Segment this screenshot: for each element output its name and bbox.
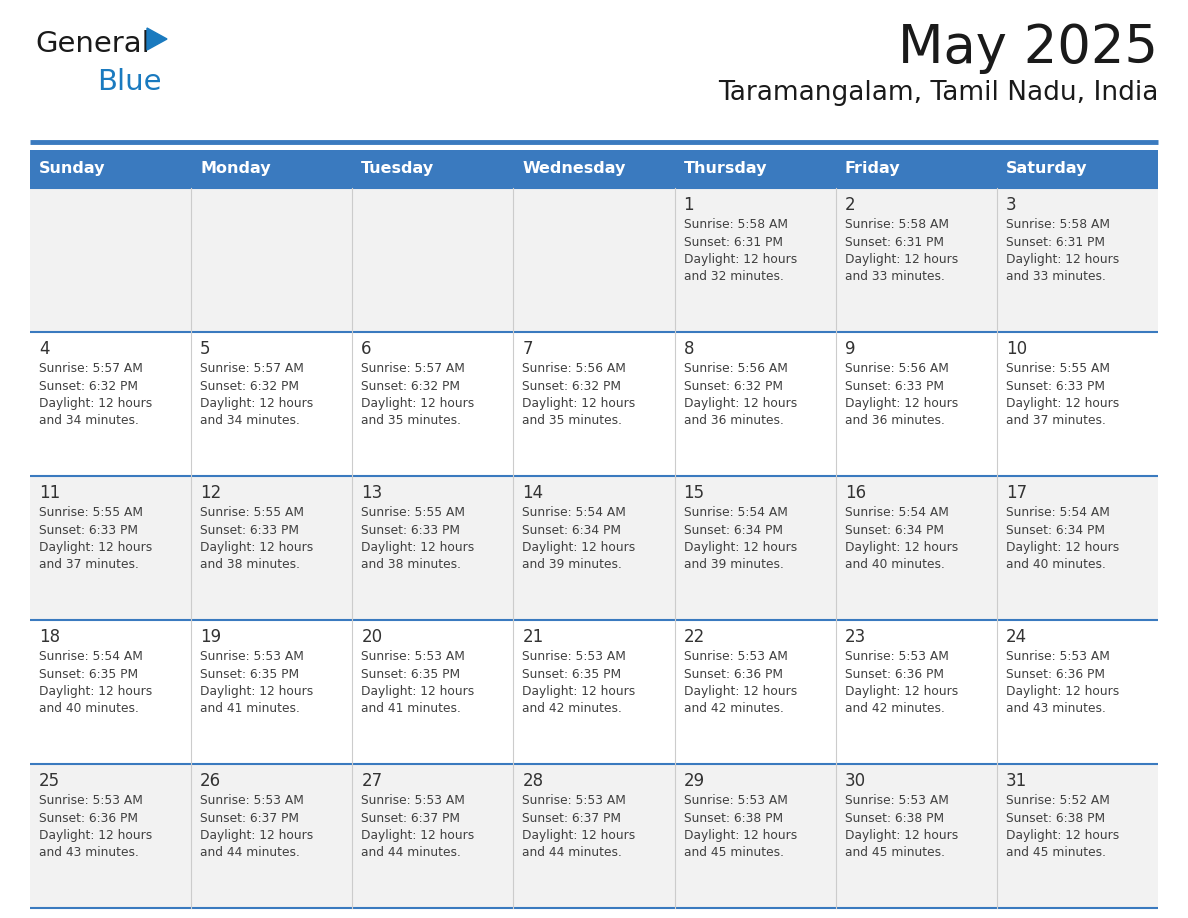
Text: Sunrise: 5:54 AM
Sunset: 6:35 PM
Daylight: 12 hours
and 40 minutes.: Sunrise: 5:54 AM Sunset: 6:35 PM Dayligh…	[39, 650, 152, 715]
Text: Sunrise: 5:53 AM
Sunset: 6:36 PM
Daylight: 12 hours
and 42 minutes.: Sunrise: 5:53 AM Sunset: 6:36 PM Dayligh…	[683, 650, 797, 715]
Bar	[30, 620, 1158, 764]
Text: Sunrise: 5:55 AM
Sunset: 6:33 PM
Daylight: 12 hours
and 38 minutes.: Sunrise: 5:55 AM Sunset: 6:33 PM Dayligh…	[200, 506, 314, 572]
Text: 2: 2	[845, 196, 855, 214]
Text: 18: 18	[39, 628, 61, 646]
Text: Sunrise: 5:56 AM
Sunset: 6:32 PM
Daylight: 12 hours
and 36 minutes.: Sunrise: 5:56 AM Sunset: 6:32 PM Dayligh…	[683, 362, 797, 428]
Text: Sunrise: 5:56 AM
Sunset: 6:33 PM
Daylight: 12 hours
and 36 minutes.: Sunrise: 5:56 AM Sunset: 6:33 PM Dayligh…	[845, 362, 958, 428]
Text: Sunrise: 5:58 AM
Sunset: 6:31 PM
Daylight: 12 hours
and 33 minutes.: Sunrise: 5:58 AM Sunset: 6:31 PM Dayligh…	[845, 218, 958, 284]
Bar	[353, 150, 513, 188]
Text: 8: 8	[683, 340, 694, 358]
Text: Sunrise: 5:53 AM
Sunset: 6:36 PM
Daylight: 12 hours
and 43 minutes.: Sunrise: 5:53 AM Sunset: 6:36 PM Dayligh…	[1006, 650, 1119, 715]
Text: Sunrise: 5:54 AM
Sunset: 6:34 PM
Daylight: 12 hours
and 39 minutes.: Sunrise: 5:54 AM Sunset: 6:34 PM Dayligh…	[523, 506, 636, 572]
Bar	[30, 188, 1158, 332]
Text: Friday: Friday	[845, 162, 901, 176]
Bar	[835, 150, 997, 188]
Text: 28: 28	[523, 772, 544, 790]
Text: Sunrise: 5:53 AM
Sunset: 6:38 PM
Daylight: 12 hours
and 45 minutes.: Sunrise: 5:53 AM Sunset: 6:38 PM Dayligh…	[683, 794, 797, 859]
Text: Sunrise: 5:54 AM
Sunset: 6:34 PM
Daylight: 12 hours
and 40 minutes.: Sunrise: 5:54 AM Sunset: 6:34 PM Dayligh…	[1006, 506, 1119, 572]
Text: Sunrise: 5:53 AM
Sunset: 6:38 PM
Daylight: 12 hours
and 45 minutes.: Sunrise: 5:53 AM Sunset: 6:38 PM Dayligh…	[845, 794, 958, 859]
Bar	[997, 150, 1158, 188]
Text: 12: 12	[200, 484, 221, 502]
Text: Sunrise: 5:54 AM
Sunset: 6:34 PM
Daylight: 12 hours
and 39 minutes.: Sunrise: 5:54 AM Sunset: 6:34 PM Dayligh…	[683, 506, 797, 572]
Polygon shape	[147, 28, 168, 50]
Text: 29: 29	[683, 772, 704, 790]
Bar	[30, 764, 1158, 908]
Text: Sunrise: 5:55 AM
Sunset: 6:33 PM
Daylight: 12 hours
and 37 minutes.: Sunrise: 5:55 AM Sunset: 6:33 PM Dayligh…	[1006, 362, 1119, 428]
Bar	[513, 150, 675, 188]
Text: 3: 3	[1006, 196, 1017, 214]
Text: Sunrise: 5:53 AM
Sunset: 6:37 PM
Daylight: 12 hours
and 44 minutes.: Sunrise: 5:53 AM Sunset: 6:37 PM Dayligh…	[200, 794, 314, 859]
Text: Saturday: Saturday	[1006, 162, 1087, 176]
Text: General: General	[34, 30, 150, 58]
Bar	[30, 150, 191, 188]
Text: 9: 9	[845, 340, 855, 358]
Text: 7: 7	[523, 340, 533, 358]
Text: 23: 23	[845, 628, 866, 646]
Text: 17: 17	[1006, 484, 1026, 502]
Text: Monday: Monday	[200, 162, 271, 176]
Text: 16: 16	[845, 484, 866, 502]
Text: Sunrise: 5:57 AM
Sunset: 6:32 PM
Daylight: 12 hours
and 35 minutes.: Sunrise: 5:57 AM Sunset: 6:32 PM Dayligh…	[361, 362, 474, 428]
Text: Sunrise: 5:57 AM
Sunset: 6:32 PM
Daylight: 12 hours
and 34 minutes.: Sunrise: 5:57 AM Sunset: 6:32 PM Dayligh…	[200, 362, 314, 428]
Bar	[30, 476, 1158, 620]
Text: Sunrise: 5:58 AM
Sunset: 6:31 PM
Daylight: 12 hours
and 33 minutes.: Sunrise: 5:58 AM Sunset: 6:31 PM Dayligh…	[1006, 218, 1119, 284]
Text: Sunrise: 5:53 AM
Sunset: 6:36 PM
Daylight: 12 hours
and 43 minutes.: Sunrise: 5:53 AM Sunset: 6:36 PM Dayligh…	[39, 794, 152, 859]
Text: 4: 4	[39, 340, 50, 358]
Text: Sunrise: 5:53 AM
Sunset: 6:35 PM
Daylight: 12 hours
and 42 minutes.: Sunrise: 5:53 AM Sunset: 6:35 PM Dayligh…	[523, 650, 636, 715]
Text: 21: 21	[523, 628, 544, 646]
Text: 15: 15	[683, 484, 704, 502]
Text: 24: 24	[1006, 628, 1026, 646]
Text: 22: 22	[683, 628, 704, 646]
Text: Sunday: Sunday	[39, 162, 106, 176]
Bar	[675, 150, 835, 188]
Text: Blue: Blue	[97, 68, 162, 96]
Text: 30: 30	[845, 772, 866, 790]
Text: Tuesday: Tuesday	[361, 162, 435, 176]
Text: 19: 19	[200, 628, 221, 646]
Text: 10: 10	[1006, 340, 1026, 358]
Text: 26: 26	[200, 772, 221, 790]
Text: 31: 31	[1006, 772, 1028, 790]
Text: May 2025: May 2025	[898, 22, 1158, 74]
Text: Sunrise: 5:55 AM
Sunset: 6:33 PM
Daylight: 12 hours
and 37 minutes.: Sunrise: 5:55 AM Sunset: 6:33 PM Dayligh…	[39, 506, 152, 572]
Text: Sunrise: 5:53 AM
Sunset: 6:37 PM
Daylight: 12 hours
and 44 minutes.: Sunrise: 5:53 AM Sunset: 6:37 PM Dayligh…	[523, 794, 636, 859]
Bar	[30, 332, 1158, 476]
Text: Wednesday: Wednesday	[523, 162, 626, 176]
Bar	[191, 150, 353, 188]
Text: Sunrise: 5:53 AM
Sunset: 6:37 PM
Daylight: 12 hours
and 44 minutes.: Sunrise: 5:53 AM Sunset: 6:37 PM Dayligh…	[361, 794, 474, 859]
Text: Sunrise: 5:58 AM
Sunset: 6:31 PM
Daylight: 12 hours
and 32 minutes.: Sunrise: 5:58 AM Sunset: 6:31 PM Dayligh…	[683, 218, 797, 284]
Text: 6: 6	[361, 340, 372, 358]
Text: 25: 25	[39, 772, 61, 790]
Text: Sunrise: 5:53 AM
Sunset: 6:35 PM
Daylight: 12 hours
and 41 minutes.: Sunrise: 5:53 AM Sunset: 6:35 PM Dayligh…	[361, 650, 474, 715]
Text: Sunrise: 5:53 AM
Sunset: 6:36 PM
Daylight: 12 hours
and 42 minutes.: Sunrise: 5:53 AM Sunset: 6:36 PM Dayligh…	[845, 650, 958, 715]
Text: Sunrise: 5:54 AM
Sunset: 6:34 PM
Daylight: 12 hours
and 40 minutes.: Sunrise: 5:54 AM Sunset: 6:34 PM Dayligh…	[845, 506, 958, 572]
Text: 11: 11	[39, 484, 61, 502]
Text: 5: 5	[200, 340, 210, 358]
Text: Taramangalam, Tamil Nadu, India: Taramangalam, Tamil Nadu, India	[718, 80, 1158, 106]
Text: Sunrise: 5:57 AM
Sunset: 6:32 PM
Daylight: 12 hours
and 34 minutes.: Sunrise: 5:57 AM Sunset: 6:32 PM Dayligh…	[39, 362, 152, 428]
Text: Sunrise: 5:52 AM
Sunset: 6:38 PM
Daylight: 12 hours
and 45 minutes.: Sunrise: 5:52 AM Sunset: 6:38 PM Dayligh…	[1006, 794, 1119, 859]
Text: Sunrise: 5:55 AM
Sunset: 6:33 PM
Daylight: 12 hours
and 38 minutes.: Sunrise: 5:55 AM Sunset: 6:33 PM Dayligh…	[361, 506, 474, 572]
Text: Sunrise: 5:56 AM
Sunset: 6:32 PM
Daylight: 12 hours
and 35 minutes.: Sunrise: 5:56 AM Sunset: 6:32 PM Dayligh…	[523, 362, 636, 428]
Text: 14: 14	[523, 484, 544, 502]
Text: 13: 13	[361, 484, 383, 502]
Text: 1: 1	[683, 196, 694, 214]
Text: 20: 20	[361, 628, 383, 646]
Text: Sunrise: 5:53 AM
Sunset: 6:35 PM
Daylight: 12 hours
and 41 minutes.: Sunrise: 5:53 AM Sunset: 6:35 PM Dayligh…	[200, 650, 314, 715]
Text: Thursday: Thursday	[683, 162, 767, 176]
Text: 27: 27	[361, 772, 383, 790]
